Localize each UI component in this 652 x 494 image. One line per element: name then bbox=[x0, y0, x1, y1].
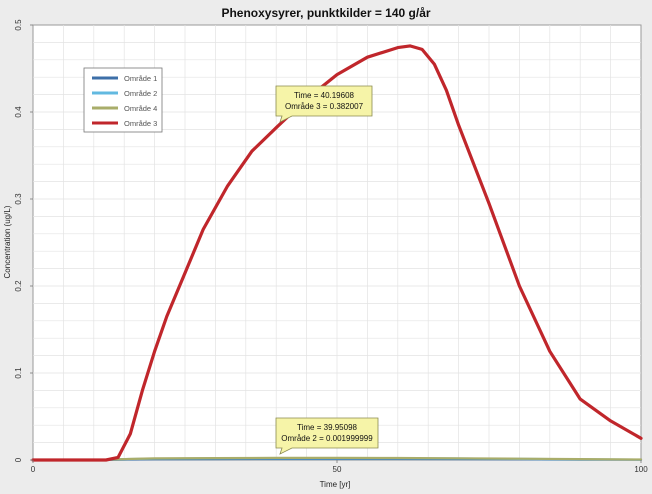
tooltip-bubble bbox=[275, 417, 379, 455]
tooltip-1: Time = 40.19608 Område 3 = 0.382007 bbox=[275, 85, 373, 123]
legend-label: Område 3 bbox=[124, 119, 157, 128]
y-tick-label: 0 bbox=[14, 457, 23, 462]
y-tick-label: 0.4 bbox=[14, 106, 23, 118]
y-tick-label: 0.5 bbox=[14, 19, 23, 31]
tooltip-2: Time = 39.95098 Område 2 = 0.001999999 bbox=[275, 417, 379, 455]
tooltip-bubble bbox=[275, 85, 373, 123]
tooltip-line-2: Område 2 = 0.001999999 bbox=[281, 434, 373, 443]
x-tick-label: 100 bbox=[634, 465, 648, 474]
chart-title: Phenoxysyrer, punktkilder = 140 g/år bbox=[221, 6, 430, 20]
legend-label: Område 4 bbox=[124, 104, 157, 113]
series-layer bbox=[31, 44, 643, 462]
y-tick-label: 0.1 bbox=[14, 367, 23, 379]
y-axis-title: Concentration (ug/L) bbox=[3, 205, 12, 278]
tooltip-line-2: Område 3 = 0.382007 bbox=[285, 102, 364, 111]
legend-label: Område 1 bbox=[124, 74, 157, 83]
legend[interactable]: Område 1 Område 2 Område 4 Område 3 bbox=[83, 67, 163, 133]
legend-label: Område 2 bbox=[124, 89, 157, 98]
y-tick-label: 0.2 bbox=[14, 280, 23, 292]
series-line-4 bbox=[31, 44, 643, 462]
axes: 0 0.1 0.2 0.3 0.4 0.5 0 50 100 bbox=[14, 19, 648, 474]
series-line-3 bbox=[31, 456, 643, 462]
x-tick-label: 0 bbox=[31, 465, 36, 474]
x-axis-title: Time [yr] bbox=[320, 480, 351, 489]
y-tick-label: 0.3 bbox=[14, 193, 23, 205]
x-tick-label: 50 bbox=[333, 465, 342, 474]
tooltip-line-1: Time = 39.95098 bbox=[297, 423, 358, 432]
tooltip-line-1: Time = 40.19608 bbox=[294, 91, 355, 100]
